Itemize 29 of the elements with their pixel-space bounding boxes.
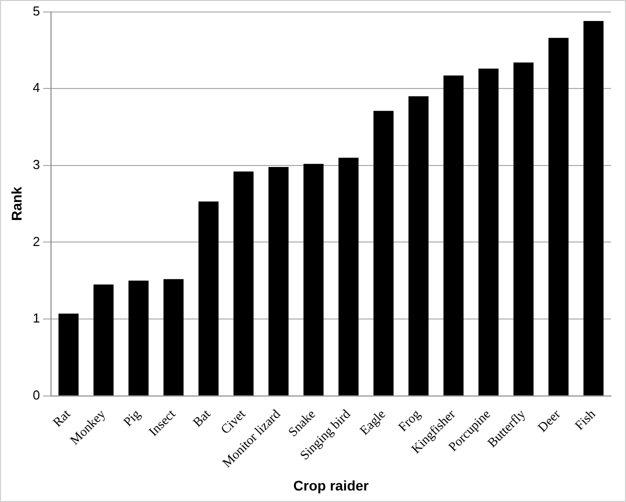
bar	[93, 284, 114, 396]
bar	[548, 38, 569, 396]
x-tick-label: Bat	[190, 406, 214, 430]
bar	[233, 172, 254, 396]
bar	[583, 21, 604, 396]
x-tick-label: Pig	[120, 406, 144, 430]
bar	[513, 62, 534, 396]
bar	[128, 280, 149, 396]
x-tick-label: Fish	[572, 406, 598, 433]
bar	[268, 166, 289, 396]
y-tick-label: 3	[32, 156, 40, 172]
bar	[373, 110, 394, 396]
x-axis-title: Crop raider	[293, 477, 370, 494]
bar	[408, 96, 429, 396]
bar	[338, 158, 359, 396]
y-tick-label: 5	[32, 3, 40, 18]
bar	[478, 68, 499, 396]
x-tick-label: Rat	[50, 406, 74, 430]
y-tick-label: 0	[32, 387, 40, 402]
y-tick-label: 1	[32, 310, 40, 326]
x-tick-label: Deer	[534, 406, 564, 435]
y-axis-title: Rank	[8, 186, 24, 221]
bar	[303, 164, 324, 396]
y-tick-label: 4	[32, 80, 40, 96]
bar	[198, 202, 219, 396]
bar	[443, 76, 464, 396]
y-tick-label: 2	[32, 234, 40, 249]
bar	[163, 279, 184, 396]
bar	[58, 314, 79, 396]
